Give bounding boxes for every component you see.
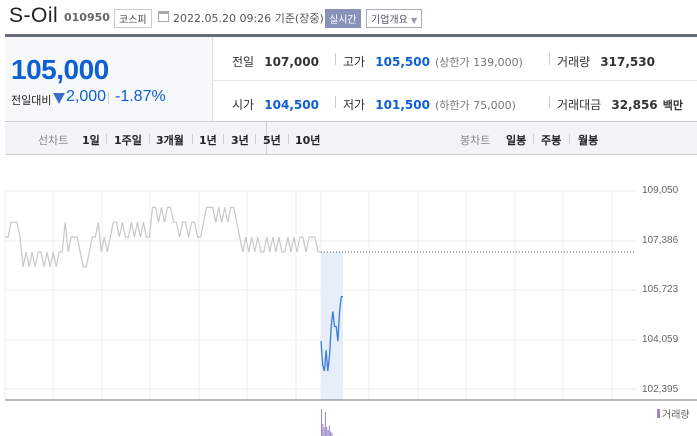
chart-tab-bar: [5, 121, 697, 155]
y-tick-label: 105,723: [642, 284, 679, 295]
datetime-value: 2022.05.20 09:26: [173, 12, 272, 25]
candle-chart-label: 봉차트: [460, 134, 491, 147]
stat-amount: 거래대금 32,856 백만: [557, 94, 683, 113]
volume-legend-label: 거래량: [662, 410, 690, 421]
volume-legend-swatch: [657, 409, 660, 418]
volume-bar: [323, 427, 325, 436]
divider: [288, 134, 289, 144]
divider: [255, 134, 256, 144]
stat-label: 전일: [232, 55, 255, 69]
divider: [569, 134, 570, 144]
tab-1day[interactable]: 1일: [82, 134, 100, 147]
volume-bar: [326, 427, 328, 436]
stat-limit: (하한가 75,000): [435, 99, 516, 112]
change-value: 2,000: [66, 88, 107, 105]
tab-daily-candle[interactable]: 일봉: [506, 134, 527, 147]
stat-label: 저가: [343, 98, 366, 112]
today-price-line: [320, 295, 343, 372]
stat-value: 105,500: [375, 55, 430, 69]
divider: [335, 53, 336, 65]
realtime-button[interactable]: 실시간: [325, 9, 361, 28]
volume-bar: [330, 431, 332, 436]
divider: [549, 53, 550, 65]
stat-label: 고가: [343, 55, 366, 69]
tab-1week[interactable]: 1주일: [114, 134, 142, 147]
stock-code: 010950: [64, 11, 110, 24]
divider: [223, 134, 224, 144]
tab-weekly-candle[interactable]: 주봉: [541, 134, 562, 147]
stat-label: 거래대금: [557, 98, 602, 112]
today-area-fill: [321, 251, 343, 400]
line-chart-label: 선차트: [38, 134, 69, 147]
change-label: 전일대비: [11, 94, 52, 107]
chevron-down-icon: ▼: [411, 16, 418, 25]
divider: [266, 122, 267, 154]
calendar-icon: [158, 11, 169, 22]
datetime-basis: 기준(장중): [274, 12, 324, 25]
tab-3month[interactable]: 3개월: [156, 134, 184, 147]
y-tick-label: 107,386: [642, 235, 679, 246]
tab-1year[interactable]: 1년: [199, 134, 217, 147]
stat-volume: 거래량 317,530: [557, 51, 655, 70]
stat-value: 317,530: [600, 55, 655, 69]
divider: [335, 96, 336, 108]
down-arrow-icon: [53, 93, 65, 104]
tab-5year[interactable]: 5년: [263, 134, 281, 147]
stat-value: 101,500: [375, 98, 430, 112]
stat-unit: 백만: [662, 99, 683, 112]
stat-value: 104,500: [264, 98, 319, 112]
stat-label: 시가: [232, 98, 255, 112]
tab-10year[interactable]: 10년: [295, 134, 321, 147]
stat-value: 107,000: [264, 55, 319, 69]
volume-bar: [324, 412, 326, 436]
stat-value: 32,856: [611, 98, 658, 112]
divider: [108, 92, 109, 104]
stat-open: 시가 104,500: [232, 94, 319, 113]
datetime: 2022.05.20 09:26 기준(장중): [173, 10, 324, 26]
tab-monthly-candle[interactable]: 월봉: [578, 134, 599, 147]
change-percent: -1.87%: [115, 88, 166, 105]
prev-day-price-line: [5, 206, 321, 268]
corp-info-label: 기업개요: [371, 15, 408, 26]
stat-prev-close: 전일 107,000: [232, 51, 319, 70]
current-price: 105,000: [11, 54, 109, 85]
stock-name: S-Oil: [9, 4, 59, 27]
volume-bar: [322, 424, 324, 436]
divider: [533, 134, 534, 144]
volume-bar: [321, 409, 322, 436]
corp-info-dropdown[interactable]: 기업개요 ▼: [366, 9, 423, 28]
divider: [149, 134, 150, 144]
tab-3year[interactable]: 3년: [231, 134, 249, 147]
header-divider: [5, 34, 697, 37]
stat-label: 거래량: [557, 55, 591, 69]
stat-limit: (상한가 139,000): [435, 56, 523, 69]
market-badge: 코스피: [114, 9, 152, 28]
divider: [549, 96, 550, 108]
stat-low: 저가 101,500 (하한가 75,000): [343, 94, 516, 113]
volume-legend: 거래량: [657, 406, 690, 421]
volume-bar: [327, 430, 329, 436]
y-tick-label: 109,050: [642, 185, 679, 196]
quote-panel: [5, 37, 213, 121]
divider: [192, 134, 193, 144]
y-tick-label: 102,395: [642, 384, 679, 395]
volume-bar: [328, 425, 330, 436]
row-divider: [213, 80, 697, 81]
divider: [106, 134, 107, 144]
y-tick-label: 104,059: [642, 334, 679, 345]
stat-high: 고가 105,500 (상한가 139,000): [343, 51, 523, 70]
volume-bar: [331, 433, 333, 436]
